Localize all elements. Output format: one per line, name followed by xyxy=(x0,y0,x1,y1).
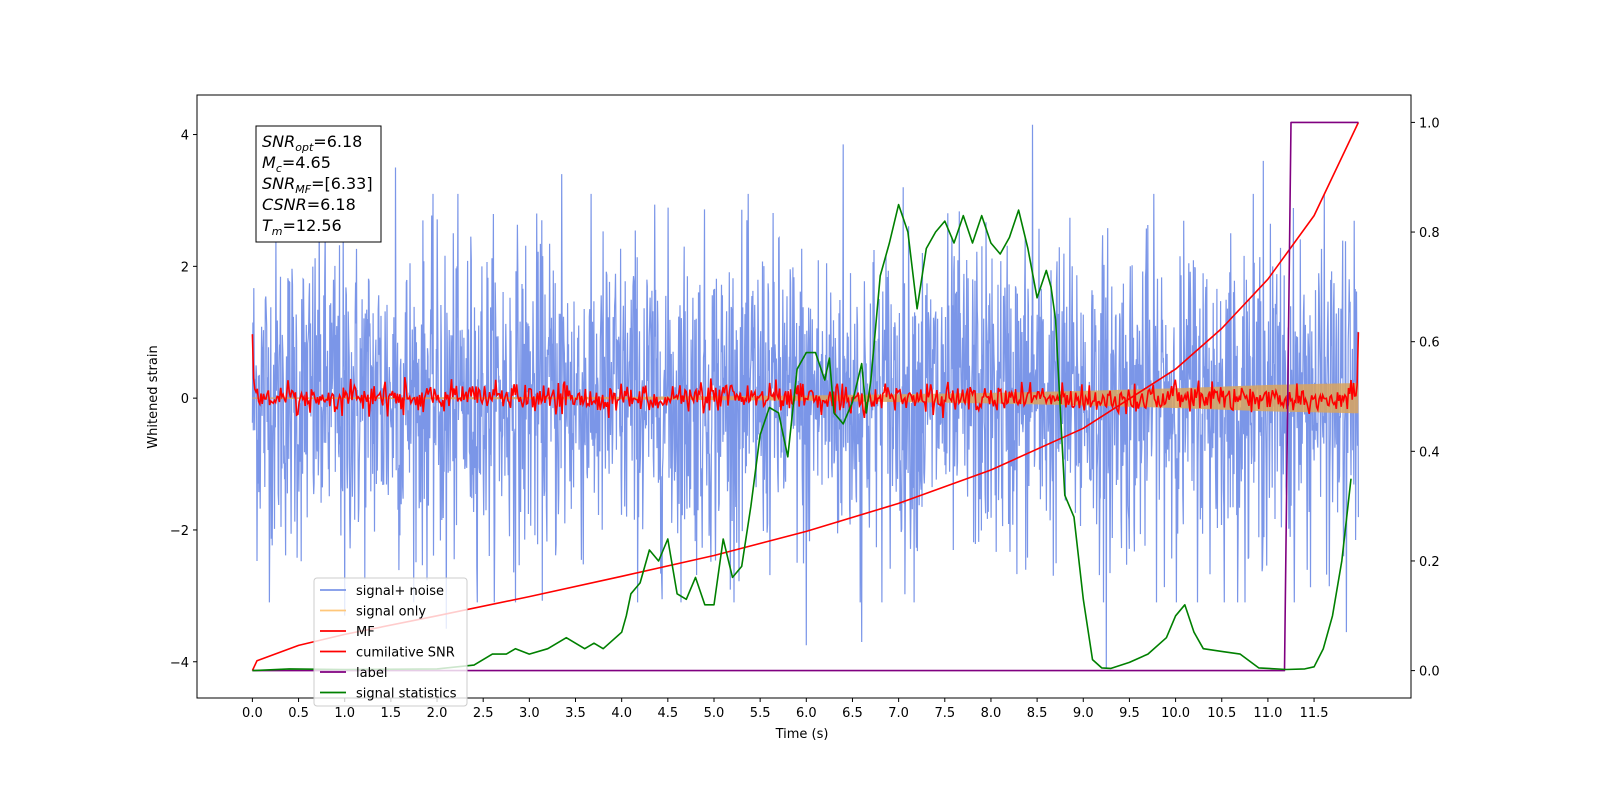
x-tick-label: 8.0 xyxy=(981,706,1002,721)
x-tick-label: 6.0 xyxy=(796,706,817,721)
x-tick-label: 1.5 xyxy=(381,706,402,721)
annotation-line: CSNR=6.18 xyxy=(262,195,356,214)
annotation-line: Tm=12.56 xyxy=(262,216,342,238)
x-tick-label: 4.5 xyxy=(657,706,678,721)
signal-noise-line xyxy=(251,124,1359,669)
x-tick-label: 5.0 xyxy=(704,706,725,721)
x-tick-label: 6.5 xyxy=(842,706,863,721)
legend-label: signal+ noise xyxy=(356,584,444,599)
legend-label: signal statistics xyxy=(356,687,457,702)
y-tick-label: −4 xyxy=(170,656,189,671)
y2-tick-label: 0.2 xyxy=(1419,555,1440,570)
x-tick-label: 9.5 xyxy=(1119,706,1140,721)
x-tick-label: 5.5 xyxy=(750,706,771,721)
label-line xyxy=(252,121,1359,672)
legend-frame xyxy=(313,577,468,707)
y-tick-label: 2 xyxy=(181,260,189,275)
x-tick-label: 2.5 xyxy=(473,706,494,721)
y-axis-left: −4 −2 0 2 4 xyxy=(170,129,197,671)
x-tick-label: 11.0 xyxy=(1253,706,1282,721)
annotation-line: SNRMF=[6.33] xyxy=(262,174,373,196)
y-tick-label: 4 xyxy=(181,129,189,144)
series-mf xyxy=(251,332,1360,419)
y-axis-right: 0.0 0.2 0.4 0.6 0.8 1.0 xyxy=(1411,116,1440,680)
series-signal-noise xyxy=(251,124,1359,669)
y-tick-label: −2 xyxy=(170,524,189,539)
x-tick-label: 11.5 xyxy=(1300,706,1329,721)
plot-frame xyxy=(196,94,1412,699)
legend-label: label xyxy=(356,666,387,681)
y2-tick-label: 1.0 xyxy=(1419,116,1440,131)
series-label xyxy=(252,121,1359,672)
x-tick-label: 0.5 xyxy=(288,706,309,721)
signal-statistics-line xyxy=(252,203,1352,672)
x-tick-label: 8.5 xyxy=(1027,706,1048,721)
y2-tick-label: 0.4 xyxy=(1419,445,1440,460)
x-tick-label: 7.0 xyxy=(888,706,909,721)
x-axis: 0.0 0.5 1.0 1.5 2.0 2.5 3.0 3.5 4.0 4.5 5.0 5.5 6.0 6… xyxy=(242,698,1329,721)
x-axis-title: Time (s) xyxy=(775,727,829,742)
x-tick-label: 3.0 xyxy=(519,706,540,721)
annotation-frame xyxy=(255,125,382,243)
x-tick-label: 9.0 xyxy=(1073,706,1094,721)
series-signal-statistics xyxy=(252,203,1352,672)
y-axis-title: Whitened strain xyxy=(146,345,161,448)
x-tick-label: 2.0 xyxy=(427,706,448,721)
x-tick-label: 7.5 xyxy=(934,706,955,721)
legend-label: signal only xyxy=(356,605,426,620)
x-tick-label: 1.0 xyxy=(334,706,355,721)
x-tick-label: 10.5 xyxy=(1207,706,1236,721)
x-tick-label: 10.0 xyxy=(1161,706,1190,721)
y-tick-label: 0 xyxy=(181,392,189,407)
legend-label: cumilative SNR xyxy=(356,646,455,661)
annotation-line: SNRopt=6.18 xyxy=(262,132,362,154)
x-tick-label: 3.5 xyxy=(565,706,586,721)
x-tick-label: 0.0 xyxy=(242,706,263,721)
annotation-line: Mc=4.65 xyxy=(262,153,331,175)
legend-label: MF xyxy=(356,625,375,640)
y2-tick-label: 0.0 xyxy=(1419,665,1440,680)
y2-tick-label: 0.6 xyxy=(1419,336,1440,351)
legend: signal+ noise signal only MF cumilative SNR… xyxy=(313,577,468,707)
mf-line xyxy=(251,332,1360,419)
y2-tick-label: 0.8 xyxy=(1419,226,1440,241)
x-tick-label: 4.0 xyxy=(611,706,632,721)
